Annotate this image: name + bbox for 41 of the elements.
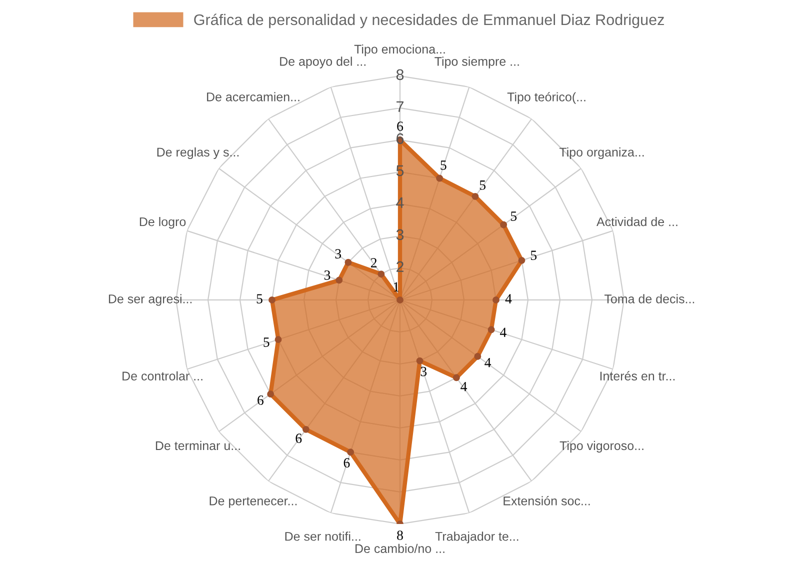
- data-label: 6: [296, 434, 302, 444]
- spoke-label: Interés en tr...: [600, 371, 675, 380]
- spoke-label: De ser notifi...: [285, 532, 360, 541]
- spoke-label: Actividad de ...: [596, 216, 678, 226]
- spoke-label: De apoyo del ...: [280, 56, 366, 68]
- spoke-label: De ser agresi...: [108, 294, 192, 306]
- y-tick-label: 8: [396, 69, 404, 80]
- data-label: 5: [440, 160, 446, 170]
- spoke-label: Tipo vigoroso...: [560, 440, 644, 453]
- spoke-label: De terminar u...: [156, 440, 240, 450]
- data-label: 5: [511, 212, 517, 221]
- spoke-label: De pertenecer...: [210, 496, 297, 508]
- spoke-label: Tipo emociona...: [354, 44, 445, 56]
- data-label: 4: [500, 328, 506, 337]
- spoke-label: Trabajador te...: [435, 532, 518, 544]
- spoke-label: De reglas y s...: [157, 147, 239, 160]
- spoke-label: Extensión soc...: [504, 496, 590, 506]
- spoke-label: Toma de decis...: [604, 294, 694, 304]
- data-label: 4: [505, 294, 512, 304]
- spoke-label: De logro: [140, 216, 186, 229]
- data-label: 5: [480, 180, 486, 190]
- y-tick-label: 6: [396, 133, 404, 144]
- data-label: 5: [530, 250, 537, 260]
- spoke-label: De acercamien...: [207, 92, 300, 102]
- spoke-label: Tipo teórico(...: [507, 92, 586, 104]
- data-label: 3: [335, 249, 342, 258]
- data-label: 4: [460, 382, 468, 392]
- spoke-label: Tipo siempre ...: [434, 56, 519, 68]
- data-label: 5: [264, 338, 270, 347]
- spoke-label: De controlar ...: [122, 371, 202, 380]
- data-label: 3: [420, 366, 427, 376]
- data-label: 6: [258, 396, 264, 405]
- y-tick-label: 7: [396, 101, 404, 112]
- data-label: 2: [370, 258, 377, 268]
- data-label: 4: [484, 358, 492, 368]
- legend-label: Gráfica de personalidad y necesidades de Emmanuel Diaz Rodriguez: [194, 14, 664, 28]
- spoke-label: De cambio/no ...: [356, 544, 444, 554]
- spoke-label: Tipo organiza...: [559, 147, 644, 160]
- data-label: 5: [256, 294, 262, 304]
- data-label: 6: [344, 458, 350, 468]
- data-label: 3: [324, 270, 330, 280]
